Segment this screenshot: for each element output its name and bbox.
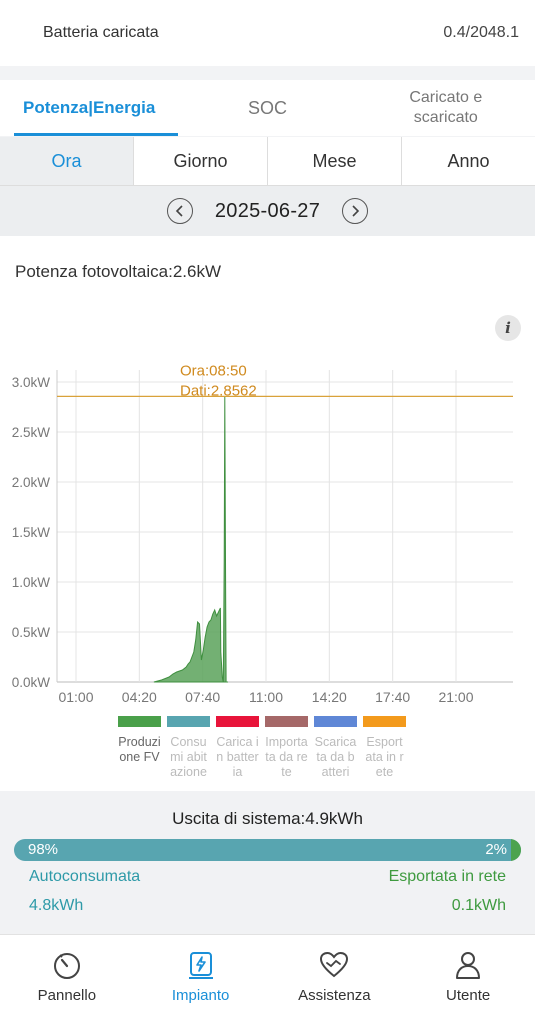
legend-swatch — [265, 716, 308, 727]
system-output-panel: Uscita di sistema:4.9kWh 98% 2% Autocons… — [0, 791, 535, 934]
tooltip-time: Ora:08:50 — [180, 362, 247, 379]
self-consumed-label: Autoconsumata — [29, 868, 141, 885]
tab-power-energy[interactable]: Potenza|Energia — [0, 80, 179, 136]
x-tick-label: 14:20 — [312, 689, 347, 705]
self-consumed-value: 4.8kWh — [29, 897, 84, 914]
legend-label: Produzione FV — [118, 735, 161, 764]
nav-plant[interactable]: Impianto — [134, 935, 268, 1024]
y-tick-label: 0.0kW — [12, 675, 51, 690]
previous-date-button[interactable] — [166, 198, 193, 224]
legend-swatch — [363, 716, 406, 727]
bottom-navigation: Pannello Impianto Assistenza Utente — [0, 934, 535, 1024]
plant-bolt-icon — [188, 952, 213, 979]
series-area-produzione-fv — [153, 396, 228, 683]
period-year[interactable]: Anno — [401, 137, 535, 185]
nav-support-label: Assistenza — [298, 987, 371, 1004]
y-tick-label: 1.0kW — [12, 575, 51, 590]
y-tick-label: 3.0kW — [12, 375, 51, 390]
legend-label: Esportata in rete — [365, 735, 404, 779]
dashboard-gauge-icon — [53, 953, 80, 979]
chevron-left-icon — [175, 205, 183, 217]
x-tick-label: 07:40 — [185, 689, 220, 705]
nav-user[interactable]: Utente — [401, 935, 535, 1024]
chevron-right-icon — [352, 205, 360, 217]
chart-panel: Potenza fotovoltaica:2.6kW i — [0, 236, 535, 791]
export-percent: 2% — [485, 841, 507, 858]
battery-charged-row: Batteria caricata 0.4/2048.1 — [0, 0, 535, 66]
y-tick-label: 1.5kW — [12, 525, 51, 540]
legend-item[interactable]: Esportata in rete — [363, 716, 406, 780]
tab-soc[interactable]: SOC — [247, 97, 287, 118]
x-tick-label: 21:00 — [438, 689, 473, 705]
tab-charged-discharged-label: Caricato e scaricato — [409, 89, 483, 126]
period-day[interactable]: Giorno — [133, 137, 267, 185]
exported-label: Esportata in rete — [388, 868, 506, 885]
battery-charged-label: Batteria caricata — [43, 24, 159, 41]
current-date[interactable]: 2025-06-27 — [214, 199, 321, 222]
legend-item[interactable]: Scaricata da batteri — [314, 716, 357, 780]
tooltip-value: Dati:2.8562 — [180, 382, 257, 399]
legend-item[interactable]: Carica in batteria — [216, 716, 259, 780]
nav-dashboard-label: Pannello — [37, 987, 97, 1004]
next-date-button[interactable] — [342, 198, 369, 224]
period-hour[interactable]: Ora — [0, 137, 133, 185]
tab-charged-discharged[interactable]: Caricato e scaricato — [357, 80, 535, 136]
x-tick-label: 04:20 — [122, 689, 157, 705]
user-icon — [456, 952, 481, 979]
pv-power-readout: Potenza fotovoltaica:2.6kW — [15, 262, 222, 281]
y-tick-label: 0.5kW — [12, 625, 51, 640]
exported-value: 0.1kWh — [451, 897, 506, 914]
export-bar-fill — [510, 839, 521, 861]
x-tick-label: 01:00 — [58, 689, 93, 705]
system-output-title: Uscita di sistema:4.9kWh — [172, 809, 363, 828]
nav-user-label: Utente — [446, 987, 491, 1004]
x-tick-label: 17:40 — [375, 689, 410, 705]
chart-legend: Produzione FV Consumi abitazione Carica in… — [118, 716, 406, 780]
legend-swatch — [167, 716, 210, 727]
y-tick-label: 2.5kW — [12, 425, 51, 440]
legend-item[interactable]: Importata da rete — [265, 716, 308, 780]
legend-label: Carica in batteria — [216, 735, 259, 779]
x-tick-label: 11:00 — [249, 689, 283, 705]
nav-support[interactable]: Assistenza — [268, 935, 402, 1024]
self-consumption-percent: 98% — [28, 841, 59, 858]
date-navigator: 2025-06-27 — [0, 186, 535, 236]
legend-swatch — [118, 716, 161, 727]
legend-item[interactable]: Produzione FV — [118, 716, 161, 780]
power-chart[interactable]: 3.0kW 2.5kW 2.0kW 1.5kW 1.0kW 0.5kW 0.0kW 01:00… — [0, 360, 535, 790]
info-icon[interactable]: i — [495, 315, 521, 341]
nav-dashboard[interactable]: Pannello — [0, 935, 134, 1024]
legend-swatch — [314, 716, 357, 727]
legend-item[interactable]: Consumi abitazione — [167, 716, 210, 780]
period-month[interactable]: Mese — [267, 137, 401, 185]
self-consumption-bar: 98% 2% — [14, 839, 521, 861]
heart-support-icon — [320, 951, 349, 978]
legend-label: Scaricata da batteri — [314, 735, 357, 779]
nav-plant-label: Impianto — [171, 987, 230, 1004]
battery-charged-value: 0.4/2048.1 — [443, 24, 519, 41]
legend-label: Consumi abitazione — [170, 735, 207, 779]
legend-swatch — [216, 716, 259, 727]
period-selector: Ora Giorno Mese Anno — [0, 137, 535, 186]
view-tabs: Potenza|Energia SOC Caricato e scaricato — [0, 80, 535, 136]
legend-label: Importata da rete — [265, 735, 308, 779]
y-tick-label: 2.0kW — [12, 475, 51, 490]
